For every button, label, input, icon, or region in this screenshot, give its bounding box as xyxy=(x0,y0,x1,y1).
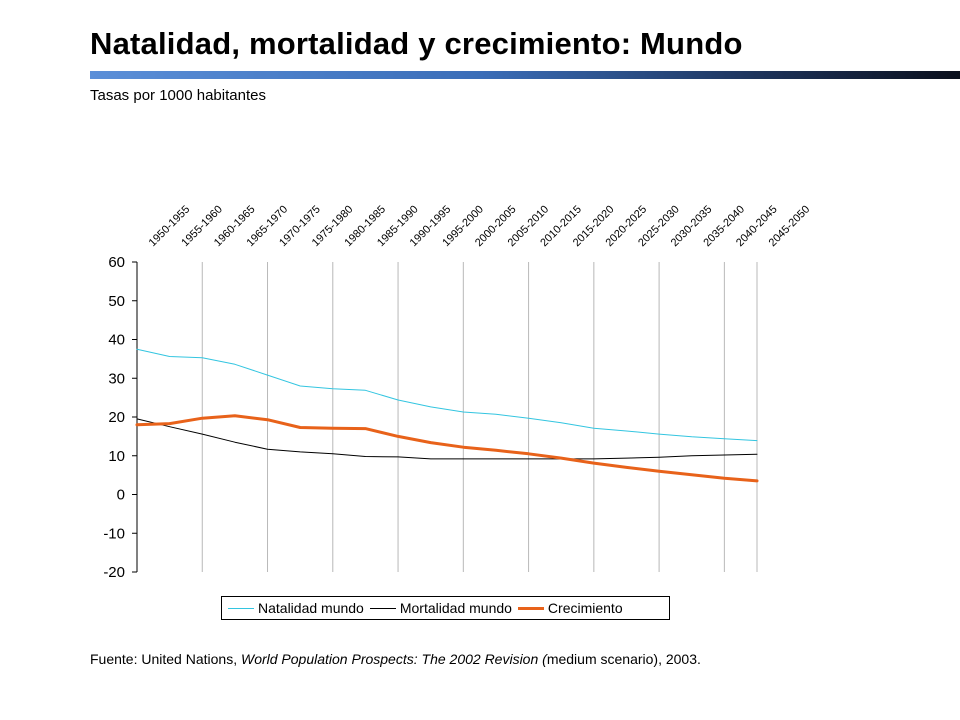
y-tick-label: 40 xyxy=(108,332,125,349)
page-title: Natalidad, mortalidad y crecimiento: Mun… xyxy=(90,26,743,61)
legend-swatch-crecimiento xyxy=(517,606,544,610)
axes xyxy=(132,261,138,573)
series-line-crecimiento xyxy=(135,414,759,483)
tick-labels: 6050403020100-10-201950-19551955-1960196… xyxy=(103,203,812,581)
legend-swatch-mortalidad xyxy=(369,607,396,609)
legend-label-natalidad: Natalidad mundo xyxy=(258,600,364,616)
series-line-mortalidad-mundo xyxy=(136,418,758,460)
y-tick-label: -10 xyxy=(103,525,125,542)
y-tick-label: -20 xyxy=(103,564,125,581)
y-tick-label: 60 xyxy=(108,254,125,271)
source-title: World Population Prospects: The 2002 Rev… xyxy=(240,651,547,667)
y-tick-label: 10 xyxy=(108,448,125,465)
chart-subtitle: Tasas por 1000 habitantes xyxy=(90,87,266,104)
chart-legend: Natalidad mundo Mortalidad mundo Crecimi… xyxy=(221,596,670,620)
y-tick-label: 30 xyxy=(108,370,125,387)
source-prefix: Fuente: United Nations, xyxy=(90,651,241,667)
legend-label-crecimiento: Crecimiento xyxy=(547,600,623,616)
y-tick-label: 0 xyxy=(117,487,125,504)
source-suffix: medium scenario), 2003. xyxy=(546,651,701,667)
grid xyxy=(201,262,758,572)
legend-label-mortalidad: Mortalidad mundo xyxy=(399,600,512,616)
legend-item-crecimiento: Crecimiento xyxy=(517,600,623,616)
source-note: Fuente: United Nations, World Population… xyxy=(90,651,701,667)
legend-item-natalidad: Natalidad mundo xyxy=(228,600,364,616)
series-lines xyxy=(135,348,759,483)
legend-swatch-natalidad xyxy=(228,607,254,609)
y-tick-label: 20 xyxy=(108,409,125,426)
title-underline xyxy=(90,71,960,79)
series-line-natalidad-mundo xyxy=(136,348,758,442)
legend-item-mortalidad: Mortalidad mundo xyxy=(369,600,512,616)
y-tick-label: 50 xyxy=(108,293,125,310)
